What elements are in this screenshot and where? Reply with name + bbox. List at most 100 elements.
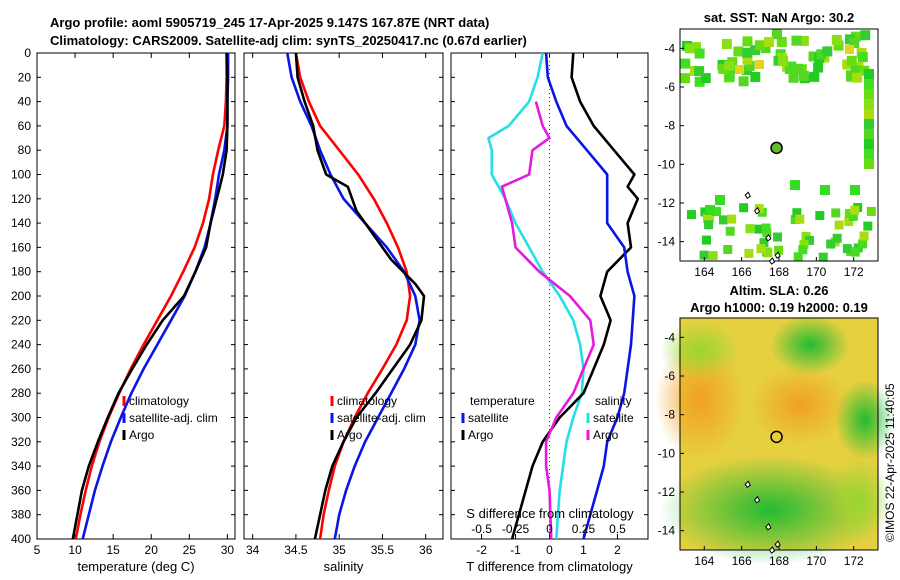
- x-tick-label: 35: [332, 543, 346, 557]
- sla-blob-low: [770, 315, 850, 375]
- series-line-s-argo: [500, 101, 596, 540]
- depth-tick-label: 80: [18, 143, 32, 157]
- map-y-tick-label: -4: [664, 330, 675, 344]
- sst-pixel: [742, 36, 753, 47]
- sst-pixel: [864, 69, 874, 79]
- sst-pixel: [809, 71, 820, 82]
- sst-pixel: [742, 47, 753, 58]
- sla-map-title: Altim. SLA: 0.26: [730, 283, 829, 298]
- sst-pixel: [791, 35, 802, 46]
- sst-pixel: [721, 39, 732, 50]
- depth-tick-label: 340: [11, 459, 31, 473]
- sst-pixel: [859, 231, 869, 241]
- sst-pixel: [733, 46, 744, 57]
- sst-pixel: [701, 235, 711, 245]
- sst-pixel: [793, 252, 803, 262]
- series-line-climatology: [294, 52, 412, 540]
- map-y-tick-label: -6: [664, 369, 675, 383]
- x-tick-label: 1: [580, 543, 587, 557]
- sst-pixel: [864, 99, 874, 109]
- sst-pixel: [680, 58, 691, 69]
- legend-label: climatology: [129, 394, 189, 408]
- map-x-tick-label: 166: [732, 554, 752, 568]
- sst-pixel: [808, 51, 819, 62]
- map-y-tick-label: -10: [658, 157, 676, 171]
- sst-pixel: [864, 119, 874, 129]
- legend-label: climatology: [337, 394, 397, 408]
- sst-pixel: [850, 31, 861, 42]
- sst-pixel: [786, 61, 797, 72]
- legend-label: Argo: [129, 428, 155, 442]
- depth-tick-label: 280: [11, 386, 31, 400]
- sst-pixel: [852, 72, 863, 83]
- depth-tick-label: 160: [11, 240, 31, 254]
- x-tick-label: 2: [614, 543, 621, 557]
- legend-title-temperature: temperature: [470, 394, 535, 408]
- sla-map-panel: 164 166 168 170 172 -4 -6 -8 -10 -12 -14 Altim. SLA…: [655, 283, 895, 568]
- sla-blob-high: [750, 365, 850, 445]
- depth-tick-label: 100: [11, 168, 31, 182]
- sst-pixel: [708, 251, 718, 261]
- sst-pixel: [790, 180, 800, 190]
- legend-label: Argo: [593, 428, 619, 442]
- sst-pixel: [694, 76, 705, 87]
- island-outline: [753, 206, 761, 215]
- sst-pixel: [816, 49, 827, 60]
- sst-pixel-warm: [755, 60, 764, 69]
- sst-pixel: [834, 220, 844, 230]
- island-outline: [753, 495, 761, 504]
- plot-area: [243, 52, 444, 540]
- x-axis-label: T difference from climatology: [466, 559, 633, 574]
- x-tick-label: 0: [546, 543, 553, 557]
- sst-pixel: [754, 224, 764, 234]
- sst-pixel: [763, 36, 774, 47]
- series-line-argo: [294, 52, 426, 540]
- series-line-climatology: [74, 53, 228, 540]
- sst-pixel: [702, 213, 712, 223]
- title-line-2: Climatology: CARS2009. Satellite-adj cli…: [50, 33, 527, 48]
- island-outline: [768, 546, 776, 554]
- temperature-panel: 5 10 15 20 25 3002040608010012014016018020022…: [11, 46, 236, 574]
- sst-pixel: [754, 40, 765, 51]
- argo-float-marker: [770, 430, 783, 444]
- sst-pixel: [832, 233, 842, 243]
- sst-pixel: [744, 60, 755, 71]
- sst-pixel: [762, 228, 772, 238]
- depth-tick-label: 180: [11, 265, 31, 279]
- depth-tick-label: 260: [11, 362, 31, 376]
- sst-pixel: [842, 244, 852, 254]
- x-tick-label: 36: [419, 543, 433, 557]
- sst-pixel: [826, 239, 836, 249]
- sst-pixel: [699, 250, 709, 260]
- sst-pixel: [798, 35, 809, 46]
- depth-tick-label: 140: [11, 216, 31, 230]
- sst-pixel: [744, 248, 754, 258]
- sst-pixel: [723, 244, 733, 254]
- sst-pixel: [712, 207, 722, 217]
- depth-tick-label: 360: [11, 483, 31, 497]
- sst-pixel: [798, 245, 808, 255]
- sst-pixel: [756, 244, 766, 254]
- sst-map-panel: 164 166 168 170 172 -4 -6 -8 -10 -12 -14 sat. SST: …: [658, 10, 879, 279]
- map-y-tick-label: -4: [664, 41, 675, 55]
- island-outline: [744, 480, 751, 488]
- sst-pixel: [818, 252, 828, 262]
- sst-pixel: [742, 54, 753, 65]
- sst-pixel: [831, 34, 842, 45]
- map-y-tick-label: -8: [664, 408, 675, 422]
- depth-tick-label: 220: [11, 313, 31, 327]
- map-x-tick-label: 170: [806, 554, 826, 568]
- title-line-1: Argo profile: aoml 5905719_245 17-Apr-20…: [50, 15, 489, 30]
- sst-pixel: [864, 159, 874, 169]
- map-y-tick-label: -6: [664, 80, 675, 94]
- sst-map-title: sat. SST: NaN Argo: 30.2: [704, 10, 855, 25]
- sst-pixel: [864, 149, 874, 159]
- sst-pixel: [799, 239, 809, 249]
- sla-blob-mid: [830, 455, 890, 545]
- sst-pixel: [864, 139, 874, 149]
- sst-pixel: [750, 71, 761, 82]
- sst-pixel: [761, 223, 771, 233]
- x-tick-label: 25: [183, 543, 197, 557]
- legend-label: satellite: [468, 411, 509, 425]
